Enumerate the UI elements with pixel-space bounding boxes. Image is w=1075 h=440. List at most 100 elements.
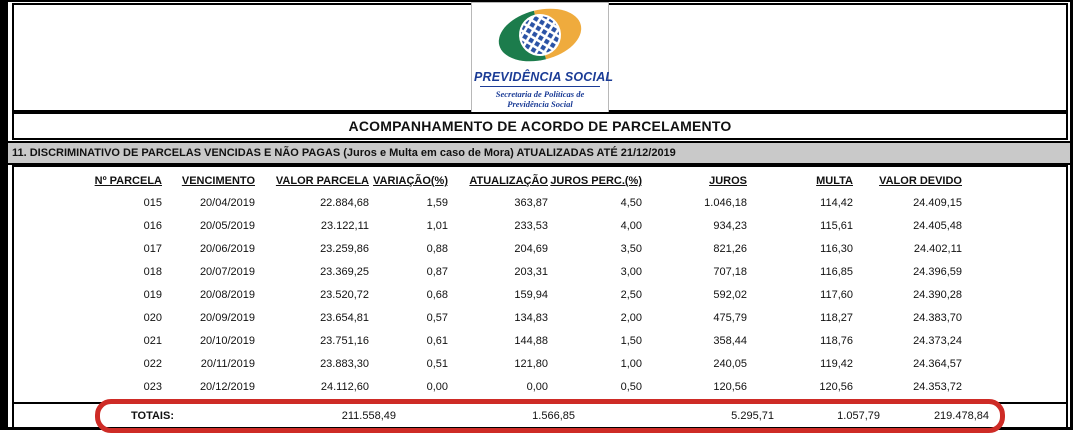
section-header: 11. DISCRIMINATIVO DE PARCELAS VENCIDAS … [8, 141, 1070, 165]
table-cell: 24.112,60 [320, 380, 369, 393]
table-cell: 2,50 [620, 288, 642, 301]
table-cell: 144,88 [514, 334, 548, 347]
table-cell: 203,31 [514, 265, 548, 278]
table-row: 020 20/09/2019 23.654,81 0,57 134,83 2,0… [14, 306, 1066, 329]
table-row: 022 20/11/2019 23.883,30 0,51 121,80 1,0… [14, 352, 1066, 375]
table-cell: 114,42 [820, 196, 853, 209]
table-cell: 24.390,28 [913, 288, 962, 301]
table-cell: 23.259,86 [320, 242, 369, 255]
column-header: MULTA [816, 175, 853, 187]
column-header: Nº PARCELA [94, 175, 162, 187]
table-cell: 022 [143, 357, 162, 370]
table-cell: 1.046,18 [704, 196, 747, 209]
table-cell: 358,44 [713, 334, 747, 347]
table-cell: 115,61 [820, 219, 853, 232]
logo-globe-icon [521, 15, 559, 54]
table-cell: 0,50 [620, 380, 642, 393]
table-cell: 117,60 [820, 288, 853, 301]
table-cell: 23.654,81 [320, 311, 369, 324]
table-cell: 0,68 [426, 288, 448, 301]
table-cell: 20/12/2019 [199, 380, 255, 393]
table-cell: 204,69 [514, 242, 548, 255]
table-cell: 0,61 [426, 334, 448, 347]
logo-name: PREVIDÊNCIA SOCIAL [474, 69, 614, 84]
table-cell: 0,00 [426, 380, 448, 393]
table-cell: 23.122,11 [320, 219, 369, 232]
table-cell: 20/04/2019 [199, 196, 255, 209]
table-cell: 475,79 [713, 311, 747, 324]
table-cell: 707,18 [713, 265, 747, 278]
table-cell: 934,23 [713, 219, 747, 232]
table-cell: 20/06/2019 [199, 242, 255, 255]
table-cell: 20/09/2019 [199, 311, 255, 324]
table-cell: 20/07/2019 [199, 265, 255, 278]
table-cell: 233,53 [514, 219, 548, 232]
table-container: Nº PARCELA VENCIMENTO VALOR PARCELA VARI… [12, 165, 1068, 427]
table-cell: 24.402,11 [913, 242, 962, 255]
table-row: 019 20/08/2019 23.520,72 0,68 159,94 2,5… [14, 283, 1066, 306]
column-header: VALOR DEVIDO [879, 175, 962, 187]
table-cell: 4,00 [620, 219, 642, 232]
table-cell: 023 [143, 380, 162, 393]
column-header: JUROS [709, 175, 747, 187]
table-cell: 1,50 [620, 334, 642, 347]
logo-subtitle-line1: Secretaria de Políticas de [495, 88, 585, 99]
table-cell: 116,30 [820, 242, 853, 255]
table-cell: 116,85 [820, 265, 853, 278]
totals-row: TOTAIS: 211.558,49 1.566,85 5.295,71 1.0… [14, 402, 1066, 427]
table-row: 016 20/05/2019 23.122,11 1,01 233,53 4,0… [14, 214, 1066, 237]
table-cell: 0,87 [426, 265, 448, 278]
logo-header-box: PREVIDÊNCIA SOCIAL Secretaria de Polític… [12, 1, 1068, 114]
column-header: ATUALIZAÇÃO [469, 175, 548, 187]
table-cell: 0,57 [426, 311, 448, 324]
table-cell: 016 [143, 219, 162, 232]
table-cell: 119,42 [820, 357, 853, 370]
table-cell: 23.520,72 [320, 288, 369, 301]
installments-table: Nº PARCELA VENCIMENTO VALOR PARCELA VARI… [14, 169, 1066, 427]
column-header-filler [962, 169, 1066, 191]
document-title: ACOMPANHAMENTO DE ACORDO DE PARCELAMENTO [12, 112, 1068, 140]
totals-valor-devido: 219.478,84 [853, 402, 989, 427]
column-header: VALOR PARCELA [275, 175, 369, 187]
table-cell: 018 [143, 265, 162, 278]
totals-juros: 5.295,71 [642, 402, 774, 427]
table-cell: 24.405,48 [913, 219, 962, 232]
column-header: JUROS PERC.(%) [550, 175, 642, 187]
table-cell: 3,00 [620, 265, 642, 278]
table-cell: 118,76 [820, 334, 853, 347]
totals-multa: 1.057,79 [747, 402, 880, 427]
table-row: 015 20/04/2019 22.884,68 1,59 363,87 4,5… [14, 191, 1066, 214]
table-row: 018 20/07/2019 23.369,25 0,87 203,31 3,0… [14, 260, 1066, 283]
table-cell: 20/05/2019 [199, 219, 255, 232]
totals-label: TOTAIS: [14, 402, 255, 427]
table-row: 021 20/10/2019 23.751,16 0,61 144,88 1,5… [14, 329, 1066, 352]
table-cell: 159,94 [514, 288, 548, 301]
table-cell: 1,00 [620, 357, 642, 370]
table-cell: 015 [143, 196, 162, 209]
totals-atualizacao: 1.566,85 [448, 402, 575, 427]
logo-divider [480, 85, 600, 87]
table-cell: 24.383,70 [913, 311, 962, 324]
table-cell: 0,51 [426, 357, 448, 370]
column-header: VENCIMENTO [181, 175, 255, 187]
table-cell: 0,88 [426, 242, 448, 255]
table-cell: 24.353,72 [913, 380, 962, 393]
column-header: VARIAÇÃO(%) [373, 175, 448, 187]
table-cell: 20/10/2019 [199, 334, 255, 347]
table-cell: 134,83 [514, 311, 548, 324]
totals-valor-parcela: 211.558,49 [255, 402, 396, 427]
logo-subtitle-line2: Previdência Social [507, 98, 573, 109]
table-cell: 1,01 [426, 219, 448, 232]
table-header-row: Nº PARCELA VENCIMENTO VALOR PARCELA VARI… [14, 169, 1066, 191]
table-cell: 3,50 [620, 242, 642, 255]
table-cell: 24.364,57 [913, 357, 962, 370]
table-cell: 240,05 [713, 357, 747, 370]
table-cell: 821,26 [713, 242, 747, 255]
table-cell: 23.369,25 [320, 265, 369, 278]
table-row: 017 20/06/2019 23.259,86 0,88 204,69 3,5… [14, 237, 1066, 260]
table-cell: 24.373,24 [913, 334, 962, 347]
table-cell: 24.396,59 [913, 265, 962, 278]
previdencia-social-logo: PREVIDÊNCIA SOCIAL Secretaria de Polític… [471, 1, 614, 114]
table-cell: 24.409,15 [913, 196, 962, 209]
